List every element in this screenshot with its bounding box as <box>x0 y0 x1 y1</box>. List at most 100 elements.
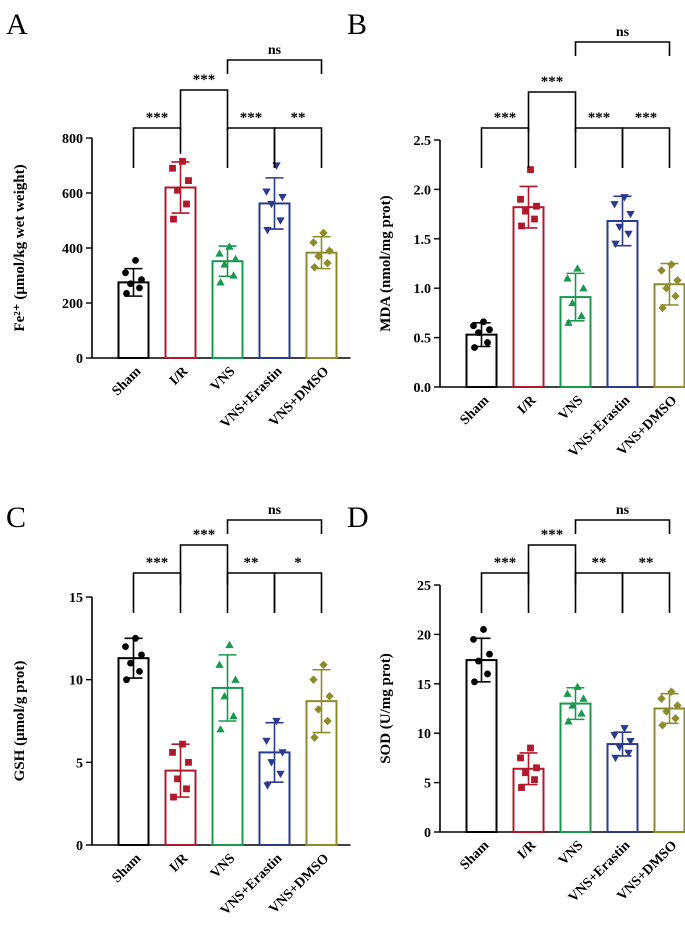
data-point <box>568 701 577 709</box>
significance-bracket <box>574 41 671 56</box>
data-point <box>122 269 129 277</box>
data-point <box>272 717 281 726</box>
data-point <box>179 740 186 748</box>
significance-bracket <box>226 127 276 168</box>
data-point <box>132 634 139 642</box>
data-point <box>231 254 240 263</box>
significance-label: *** <box>240 110 263 126</box>
data-point <box>518 222 525 230</box>
significance-bracket <box>621 572 671 613</box>
significance-label: ns <box>616 25 630 40</box>
data-point <box>662 284 671 293</box>
data-point <box>615 743 624 752</box>
data-point <box>624 749 633 758</box>
data-point <box>471 344 478 351</box>
y-tick-label: 200 <box>62 297 83 312</box>
data-point <box>278 749 287 757</box>
data-point <box>276 770 285 779</box>
y-tick-label: 0 <box>76 352 83 367</box>
data-point <box>577 311 586 320</box>
data-point <box>522 207 529 215</box>
data-point <box>179 157 186 165</box>
y-tick-label: 0 <box>424 826 431 841</box>
data-point <box>620 194 629 202</box>
significance-bracket <box>527 91 577 132</box>
y-axis-label: GSH (μmol/g prot) <box>12 661 28 782</box>
panel-letter: A <box>6 8 28 41</box>
data-point <box>314 252 323 261</box>
bar-vns-erastin <box>606 743 639 833</box>
data-point <box>174 186 181 194</box>
data-point <box>471 678 478 686</box>
x-tick-label: I/R <box>167 851 192 876</box>
data-point <box>123 289 130 297</box>
significance-bracket <box>132 572 182 613</box>
data-point <box>309 238 318 247</box>
data-point <box>122 643 129 650</box>
y-tick-label: 1.5 <box>414 233 432 248</box>
data-point <box>563 274 572 282</box>
data-point <box>564 318 573 326</box>
data-point <box>611 754 620 763</box>
x-tick-label: I/R <box>515 838 540 863</box>
data-point <box>220 692 229 700</box>
y-tick-label: 400 <box>62 242 83 257</box>
y-tick-label: 15 <box>69 591 83 606</box>
data-point <box>579 284 588 292</box>
x-tick-label: Sham <box>458 838 493 873</box>
significance-label: *** <box>146 555 169 571</box>
data-point <box>667 687 676 696</box>
y-tick-label: 600 <box>62 187 83 202</box>
significance-label: *** <box>193 72 216 88</box>
data-point <box>263 226 272 235</box>
data-point <box>568 298 577 307</box>
y-tick-label: 10 <box>417 727 431 742</box>
significance-bracket <box>179 89 229 130</box>
data-point <box>484 670 491 678</box>
significance-label: *** <box>494 110 517 126</box>
chart-panel-a: A 0 200 400 600 800 Fe²⁺ (μmol/kg wet weight) S… <box>6 8 351 432</box>
y-tick-label: 5 <box>424 777 431 792</box>
data-point <box>577 709 586 717</box>
data-point <box>657 694 666 703</box>
data-point <box>216 725 225 733</box>
data-point <box>325 246 334 255</box>
data-point <box>309 675 318 684</box>
data-point <box>127 280 134 288</box>
data-point <box>610 201 619 209</box>
data-point <box>185 758 192 766</box>
data-point <box>671 714 680 723</box>
data-point <box>610 732 619 740</box>
significance-label: ns <box>268 503 282 518</box>
data-point <box>136 668 143 675</box>
data-point <box>522 769 529 777</box>
y-axis-label: SOD (U/mg prot) <box>378 653 394 764</box>
data-point <box>174 775 181 783</box>
significance-label: ** <box>592 555 607 571</box>
panel-letter: C <box>6 501 26 534</box>
data-point <box>169 749 176 756</box>
data-point <box>170 215 177 223</box>
significance-bracket <box>480 127 530 168</box>
data-point <box>262 188 271 196</box>
data-point <box>533 202 540 210</box>
data-point <box>658 721 667 730</box>
significance-bracket <box>574 127 624 168</box>
significance-label: *** <box>146 110 169 126</box>
chart-panel-b: B 0.0 0.5 1.0 1.5 2.0 2.5 MDA (nmol/mg prot) Sha… <box>347 8 685 461</box>
data-point <box>533 764 540 772</box>
significance-label: ns <box>268 43 282 58</box>
data-point <box>136 284 143 292</box>
significance-label: *** <box>193 527 216 543</box>
significance-label: ** <box>244 555 259 571</box>
data-point <box>620 725 629 733</box>
data-point <box>475 329 482 337</box>
data-point <box>564 717 573 725</box>
data-point <box>170 793 177 801</box>
x-tick-label: I/R <box>167 364 192 389</box>
data-point <box>185 177 192 185</box>
significance-bracket <box>179 544 229 585</box>
data-point <box>563 689 572 697</box>
panel-letter: B <box>347 8 367 41</box>
